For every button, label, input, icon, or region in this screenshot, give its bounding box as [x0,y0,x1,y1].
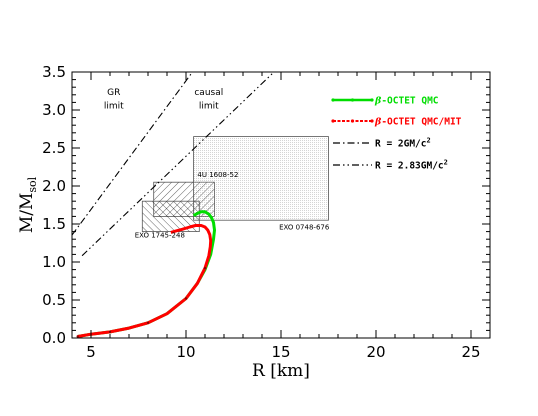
legend-label-3: R = 2.83GM/c2 [375,159,448,172]
y-tick-label: 2.5 [42,139,66,157]
y-tick-label: 3.5 [42,63,66,81]
region-labels: 4U 1608-52 EXO 1745-248 EXO 0748-676 [135,171,330,240]
legend-marker-0-0 [331,98,335,102]
x-tick-label: 20 [366,343,385,361]
series-point-1-8 [203,266,207,270]
x-tick-label: 25 [461,343,480,361]
legend-label-text: -OCTET QMC/MIT [381,117,461,128]
series-layer [72,72,275,338]
y-tick-label: 3.0 [42,101,66,119]
legend-label-text: -OCTET QMC [381,96,438,107]
series-point-1-0 [76,335,79,338]
series-line-2 [72,72,193,236]
region-box-2 [193,136,329,221]
y-tick-label: 0.5 [42,291,66,309]
legend-marker-0-1 [350,98,355,102]
legend-marker-0-2 [370,98,374,102]
annotations: GR limit causal limit [104,88,223,112]
axis-ticks: 5 10 15 20 25 0.0 0.5 1.0 1.5 2.0 2.5 3.0 3.5 [42,63,491,361]
x-axis-label: R [km] [252,361,310,381]
series-line-3 [81,72,275,257]
x-tick-label: 5 [86,343,96,361]
y-tick-label: 1.0 [42,253,66,271]
legend-label-prefix: β [374,96,382,107]
series-point-1-2 [108,330,112,334]
y-tick-label: 0.0 [42,329,66,347]
y-tick-label: 1.5 [42,215,66,233]
legend-marker-1-1 [350,119,355,123]
legend-label-text: R = 2GM/c [375,139,426,150]
x-tick-label: 15 [271,343,290,361]
series-line-1 [77,224,213,338]
svg-text:M/Msol: M/Msol [17,176,39,233]
series-point-1-6 [184,297,188,300]
y-tick-label: 2.0 [42,177,66,195]
legend-label-prefix: β [374,117,382,128]
legend-marker-1-0 [331,119,335,123]
region-label-0: 4U 1608-52 [197,171,238,179]
annotation-2: causal [194,88,223,98]
annotation-1: limit [104,101,124,111]
legend-marker-1-2 [370,119,374,123]
observation-regions [141,136,329,232]
x-tick-label: 10 [176,343,195,361]
annotation-0: GR [107,88,120,98]
legend-label-text: R = 2.83GM/c [375,161,444,172]
legend-label-2: R = 2GM/c2 [375,137,431,150]
region-label-2: EXO 0748-676 [279,223,330,231]
annotation-3: limit [199,101,219,111]
legend-label-sup: 2 [426,137,430,145]
legend-label-0: β-OCTET QMC [374,96,439,107]
series-point-1-4 [146,321,150,324]
y-axis-label: M/Msol [17,176,39,233]
legend-label-sup: 2 [444,159,448,167]
legend-label-1: β-OCTET QMC/MIT [374,117,462,128]
y-axis-label-sub: sol [26,176,39,192]
y-axis-label-main: M/M [17,193,37,234]
region-label-1: EXO 1745-248 [135,232,185,240]
